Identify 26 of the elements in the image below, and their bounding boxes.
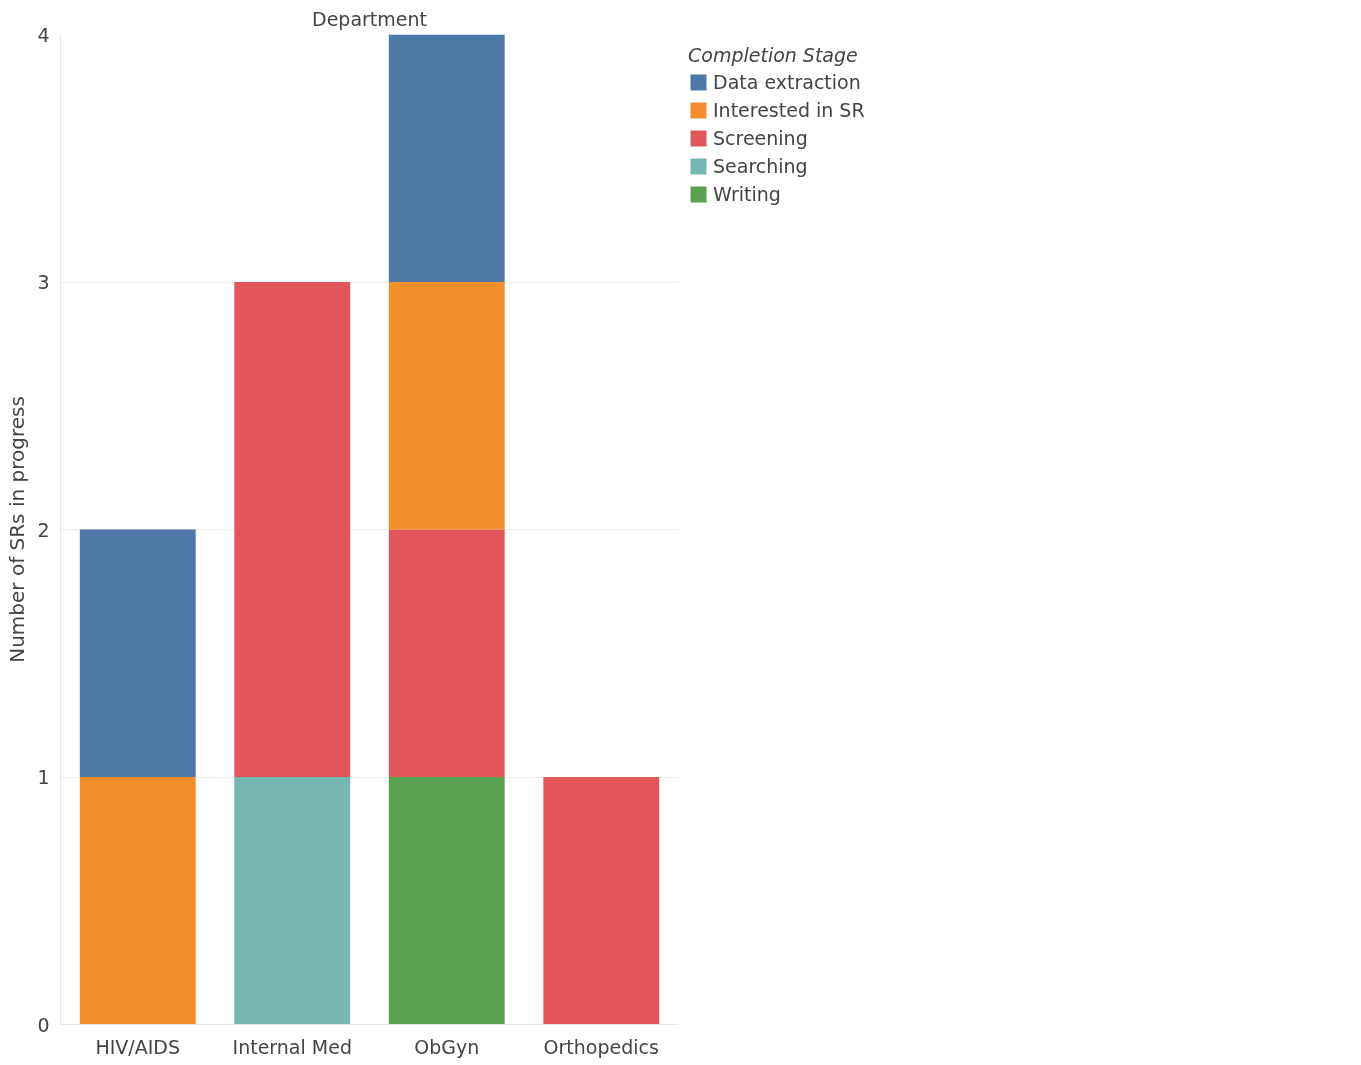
legend-title: Completion Stage: [688, 44, 859, 66]
bar: [388, 34, 505, 282]
bar: [543, 777, 660, 1025]
x-tick-label: Orthopedics: [543, 1035, 659, 1058]
legend-label: Screening: [713, 127, 808, 149]
bar: [388, 529, 505, 777]
bar: [388, 282, 505, 530]
legend-label: Data extraction: [713, 71, 861, 93]
y-axis-title: Number of SRs in progress: [5, 396, 30, 663]
y-tick-label: 0: [37, 1013, 50, 1036]
y-tick-label: 4: [37, 23, 50, 46]
legend-label: Writing: [713, 183, 781, 205]
y-tick-label: 2: [37, 518, 50, 541]
x-tick-label: Internal Med: [232, 1035, 352, 1058]
bar: [388, 777, 505, 1025]
x-tick-label: ObGyn: [414, 1035, 480, 1058]
bar: [79, 529, 196, 777]
y-tick-label: 1: [37, 766, 50, 788]
x-axis-title: Department: [312, 7, 427, 30]
x-tick-label: HIV/AIDS: [95, 1035, 181, 1058]
y-tick-label: 3: [37, 271, 50, 293]
bar: [234, 282, 351, 777]
bar: [234, 777, 351, 1025]
bar: [79, 777, 196, 1025]
legend-label: Searching: [713, 155, 808, 177]
legend-label: Interested in SR: [713, 99, 865, 121]
